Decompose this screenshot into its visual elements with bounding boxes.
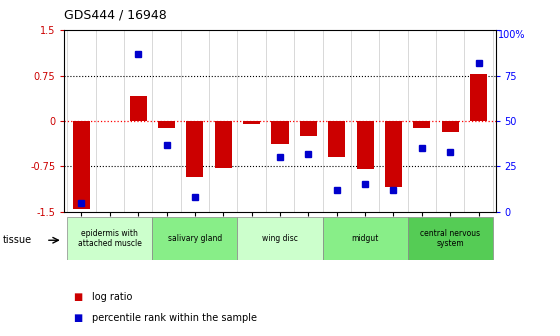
Bar [385,121,402,187]
Bar [186,121,203,177]
Bar [67,217,152,260]
Text: ■: ■ [73,312,82,323]
Bar [413,121,430,128]
Bar [300,121,317,136]
Text: wing disc: wing disc [262,234,298,243]
Bar [357,121,374,169]
Bar [130,95,147,121]
Bar [470,74,487,121]
Text: midgut: midgut [352,234,379,243]
Bar [237,217,323,260]
Text: salivary gland: salivary gland [168,234,222,243]
Text: 100%: 100% [498,30,526,40]
Text: percentile rank within the sample: percentile rank within the sample [92,312,258,323]
Bar [272,121,288,144]
Bar [158,121,175,128]
Text: central nervous
system: central nervous system [420,229,480,248]
Text: ■: ■ [73,292,82,302]
Bar [323,217,408,260]
Bar [214,121,232,168]
Bar [328,121,346,157]
Text: GDS444 / 16948: GDS444 / 16948 [64,9,167,22]
Text: epidermis with
attached muscle: epidermis with attached muscle [78,229,142,248]
Bar [408,217,493,260]
Text: tissue: tissue [3,235,32,245]
Text: log ratio: log ratio [92,292,133,302]
Bar [442,121,459,132]
Bar [243,121,260,124]
Bar [73,121,90,209]
Bar [152,217,237,260]
